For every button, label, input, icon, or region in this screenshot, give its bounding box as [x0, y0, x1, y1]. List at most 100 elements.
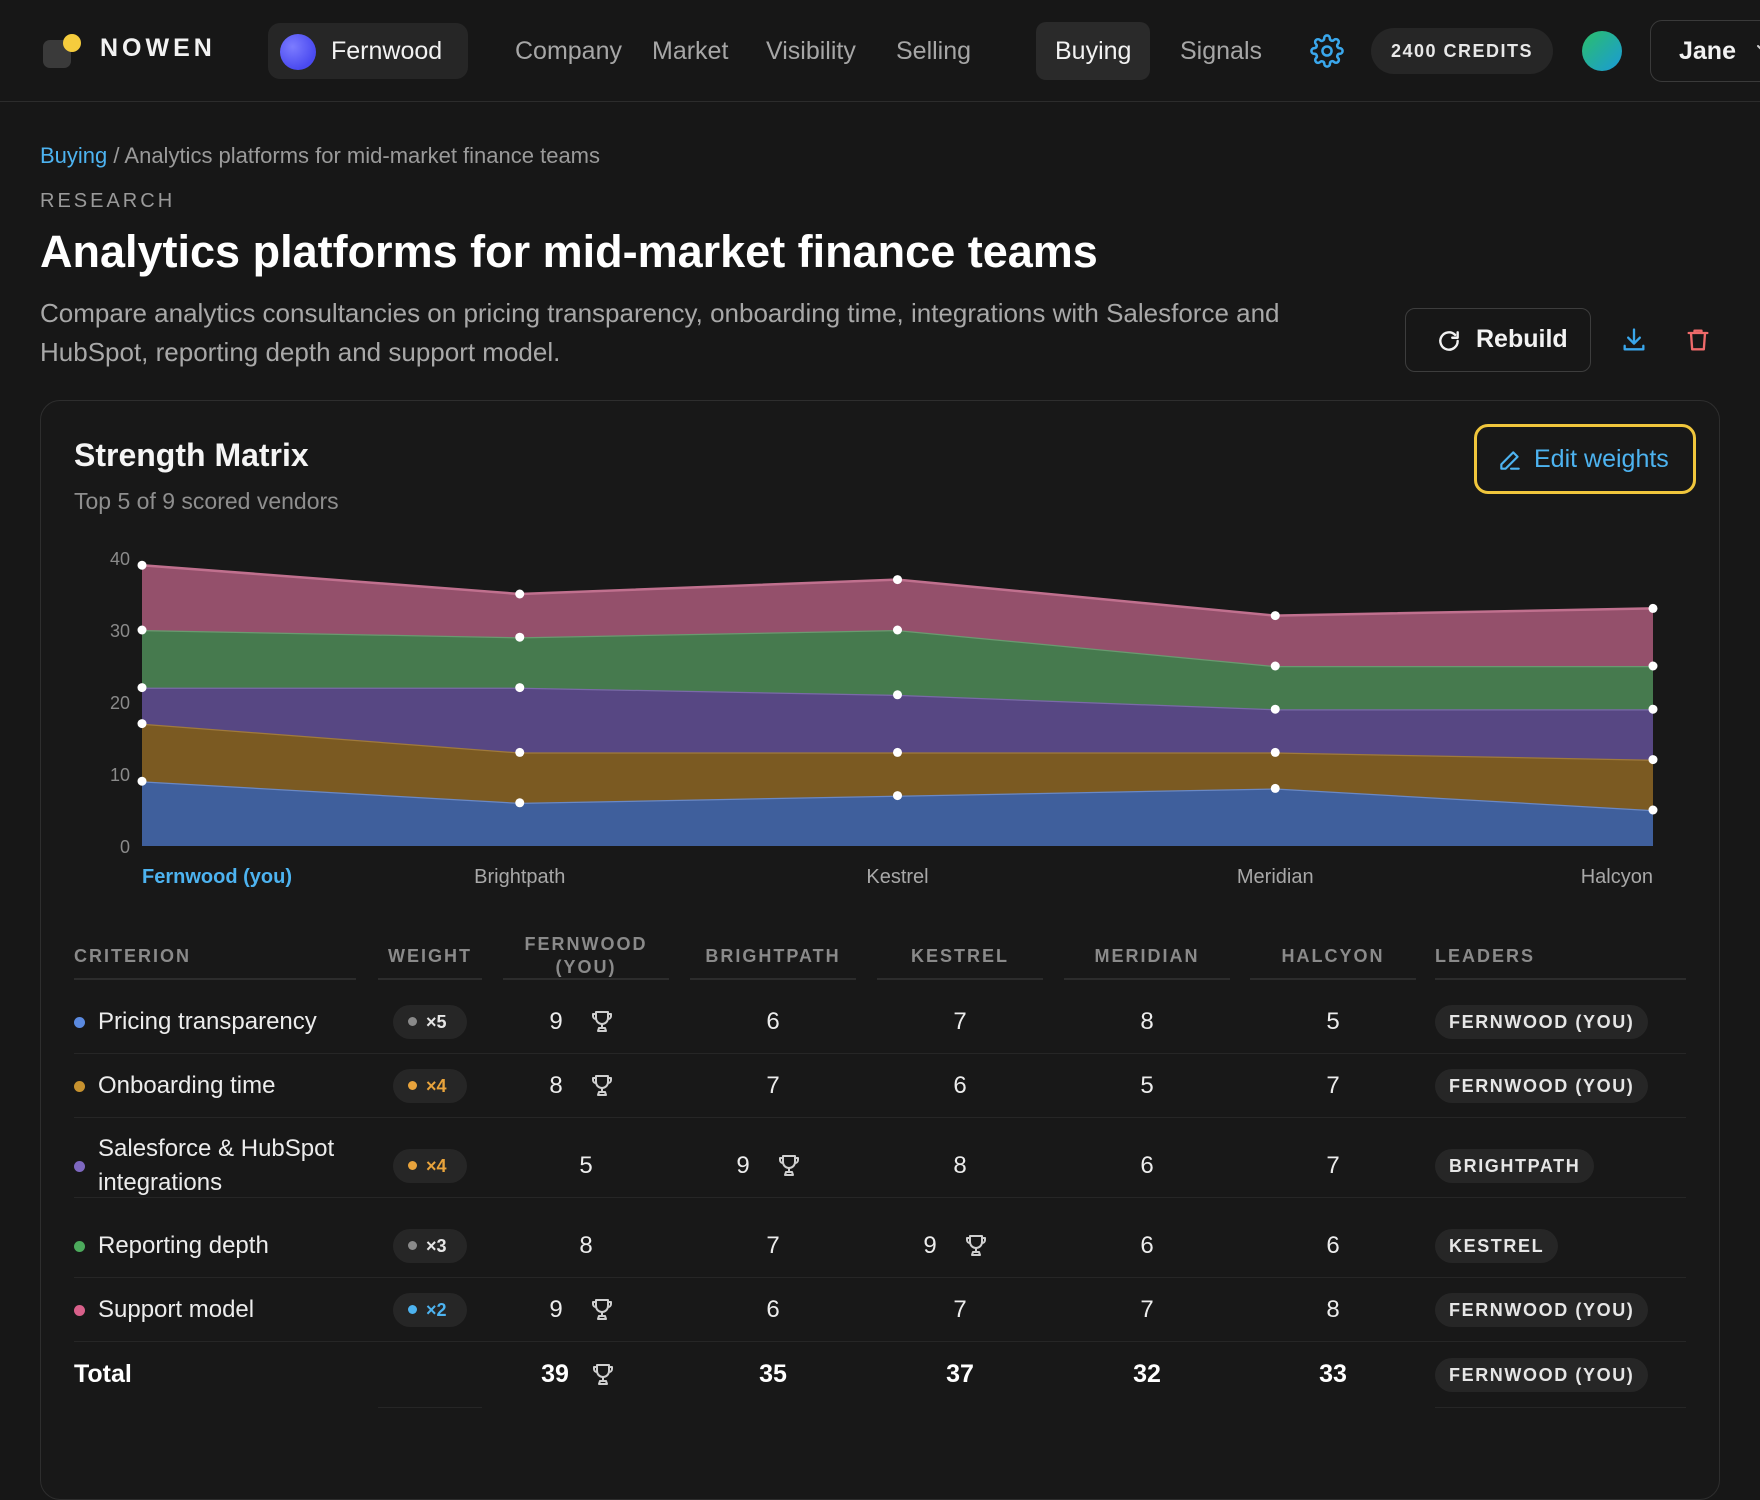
header-divider — [1250, 978, 1416, 980]
row-divider — [74, 1197, 1686, 1198]
score-cell: 6 — [1140, 1152, 1154, 1179]
brand-name[interactable]: NOWEN — [100, 34, 216, 62]
nav-visibility[interactable]: Visibility — [766, 37, 856, 65]
score-cell: 7 — [766, 1072, 780, 1099]
logo-icon[interactable] — [43, 34, 81, 68]
header-divider — [877, 978, 1043, 980]
nav-company[interactable]: Company — [515, 37, 622, 65]
score-cell: 7 — [1326, 1152, 1340, 1179]
gear-icon[interactable] — [1310, 34, 1344, 68]
criterion-label: Support model — [98, 1296, 255, 1323]
breadcrumb-separator: / — [107, 143, 125, 168]
weight-pill[interactable]: ×4 — [393, 1149, 467, 1183]
breadcrumb-current: Analytics platforms for mid-market finan… — [124, 143, 601, 168]
total-score-cell: 37 — [946, 1360, 974, 1388]
total-score-cell: 33 — [1319, 1360, 1347, 1388]
breadcrumb-link-buying[interactable]: Buying — [40, 143, 108, 168]
user-avatar[interactable] — [1582, 31, 1622, 71]
col-header-criterion: CRITERION — [74, 946, 191, 966]
weight-pill[interactable]: ×4 — [393, 1069, 467, 1103]
weight-pill[interactable]: ×3 — [393, 1229, 467, 1263]
leader-badge: BRIGHTPATH — [1435, 1149, 1595, 1183]
col-header-vendor-4: MERIDIAN — [1094, 946, 1200, 966]
trash-icon[interactable] — [1684, 326, 1712, 354]
weight-pill[interactable]: ×2 — [393, 1293, 467, 1327]
card-subtitle: Top 5 of 9 scored vendors — [74, 488, 339, 514]
score-cell: 9 — [736, 1152, 750, 1179]
score-cell: 5 — [579, 1152, 593, 1179]
total-score-cell: 35 — [759, 1360, 787, 1388]
header-divider — [1435, 978, 1686, 980]
row-divider — [74, 1277, 1686, 1278]
row-divider — [74, 1117, 1686, 1118]
total-label: Total — [74, 1360, 132, 1388]
score-cell: 9 — [549, 1296, 563, 1323]
weight-value: ×2 — [426, 1300, 447, 1320]
header-divider — [503, 978, 669, 980]
breadcrumb: Buying / Analytics platforms for mid-mar… — [40, 143, 600, 169]
score-cell: 5 — [1140, 1072, 1154, 1099]
weight-value: ×5 — [426, 1012, 447, 1032]
page-title: Analytics platforms for mid-market finan… — [40, 226, 1098, 277]
leader-badge: FERNWOOD (YOU) — [1435, 1293, 1649, 1327]
criterion-bullet — [74, 1305, 85, 1316]
total-score-cell: 39 — [541, 1360, 569, 1388]
trophy-icon — [592, 1011, 612, 1032]
trophy-icon — [779, 1155, 799, 1176]
user-menu[interactable]: Jane — [1650, 20, 1760, 82]
criterion-label: Pricing transparency — [98, 1008, 317, 1035]
score-cell: 7 — [953, 1008, 967, 1035]
card-title: Strength Matrix — [74, 437, 309, 473]
score-cell: 7 — [1326, 1072, 1340, 1099]
pencil-icon — [1500, 451, 1520, 470]
trophy-icon — [593, 1364, 613, 1385]
workspace-switcher[interactable]: Fernwood — [268, 23, 468, 79]
col-header-vendor-5: HALCYON — [1281, 946, 1385, 966]
score-cell: 6 — [1326, 1232, 1340, 1259]
nav-market[interactable]: Market — [652, 37, 729, 65]
weight-dot — [408, 1017, 417, 1026]
score-cell: 6 — [1140, 1232, 1154, 1259]
trophy-icon — [592, 1075, 612, 1096]
credits-badge[interactable]: 2400 CREDITS — [1371, 28, 1553, 74]
score-cell: 7 — [953, 1296, 967, 1323]
score-cell: 8 — [953, 1152, 967, 1179]
header-divider — [74, 978, 356, 980]
score-cell: 6 — [953, 1072, 967, 1099]
score-cell: 8 — [1140, 1008, 1154, 1035]
total-divider — [378, 1407, 482, 1408]
nav-signals[interactable]: Signals — [1180, 37, 1262, 65]
col-header-vendor-1: FERNWOOD (YOU) — [524, 934, 648, 977]
weight-value: ×4 — [426, 1156, 447, 1176]
chevron-down-icon — [1757, 45, 1760, 50]
row-divider — [74, 1341, 1686, 1342]
weight-dot — [408, 1241, 417, 1250]
col-header-vendor-3: KESTREL — [910, 946, 1009, 966]
weight-dot — [408, 1161, 417, 1170]
leader-badge: FERNWOOD (YOU) — [1435, 1005, 1649, 1039]
nav-selling[interactable]: Selling — [896, 37, 972, 65]
col-header-leaders: LEADERS — [1435, 946, 1536, 966]
leader-badge-total: FERNWOOD (YOU) — [1435, 1358, 1649, 1392]
score-cell: 9 — [549, 1008, 563, 1035]
col-header-vendor-2: BRIGHTPATH — [705, 946, 841, 966]
rebuild-button[interactable]: Rebuild — [1405, 308, 1591, 372]
edit-weights-label: Edit weights — [1534, 445, 1669, 473]
score-cell: 9 — [923, 1232, 937, 1259]
edit-weights-button[interactable]: Edit weights — [1474, 424, 1696, 494]
score-cell: 6 — [766, 1008, 780, 1035]
total-divider — [1435, 1407, 1686, 1408]
criterion-label: Salesforce & HubSpot integrations — [98, 1135, 335, 1196]
trophy-icon — [966, 1235, 986, 1256]
score-cell: 6 — [766, 1296, 780, 1323]
page-description: Compare analytics consultancies on prici… — [40, 298, 1280, 367]
weight-dot — [408, 1305, 417, 1314]
download-icon[interactable] — [1620, 326, 1648, 354]
score-cell: 8 — [579, 1232, 593, 1259]
total-score-cell: 32 — [1133, 1360, 1161, 1388]
header-divider — [690, 978, 856, 980]
weight-value: ×4 — [426, 1076, 447, 1096]
weight-pill[interactable]: ×5 — [393, 1005, 467, 1039]
header-divider — [1064, 978, 1230, 980]
nav-buying[interactable]: Buying — [1036, 22, 1151, 80]
